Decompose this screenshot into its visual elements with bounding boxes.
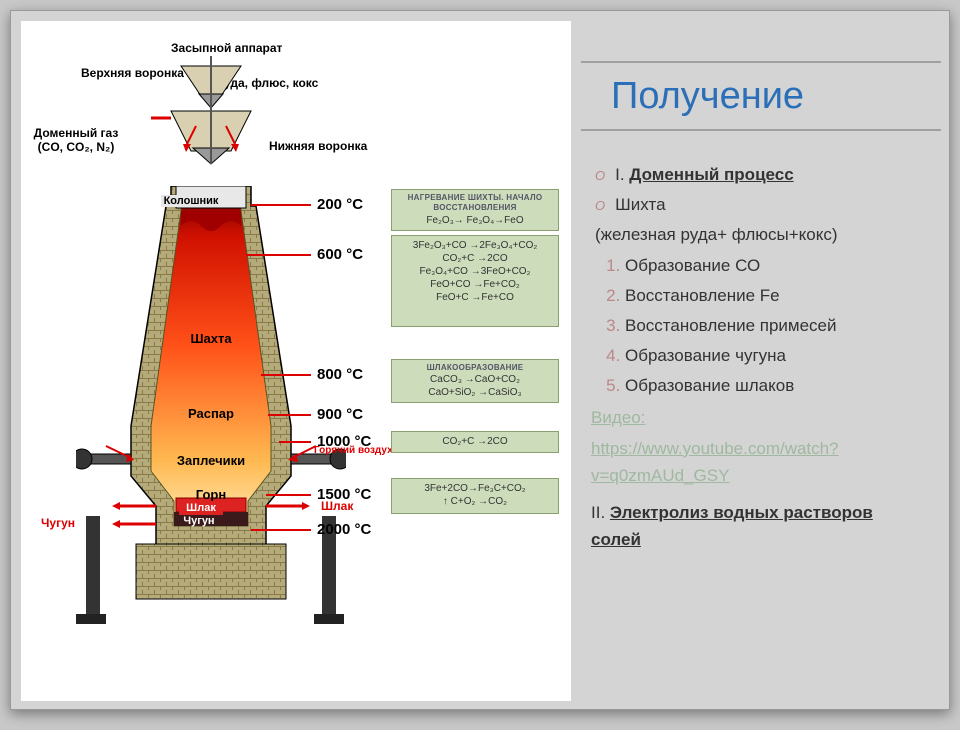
num-4: Образование чугуна bbox=[625, 342, 921, 369]
chembox-4: 3Fe+2CO→Fe₃C+CO₂↑ C+O₂ →CO₂ bbox=[391, 478, 559, 514]
num-2: Восстановление Fe bbox=[625, 282, 921, 309]
chembox-2: ШЛАКООБРАЗОВАНИЕCaCO₃ →CaO+CO₂CaO+SiO₂ →… bbox=[391, 359, 559, 403]
numbered-list: Образование СО Восстановление Fe Восстан… bbox=[591, 252, 921, 400]
label-blast-gas: Доменный газ (CO, CO₂, N₂) bbox=[31, 126, 121, 154]
templine-3 bbox=[268, 414, 311, 416]
num-3: Восстановление примесей bbox=[625, 312, 921, 339]
zone-throat: Колошник bbox=[161, 195, 221, 207]
zone-slag: Шлак bbox=[179, 501, 223, 515]
video-link-url[interactable]: https://www.youtube.com/watch?v=q0zmAUd_… bbox=[591, 435, 921, 489]
templine-2 bbox=[261, 374, 311, 376]
title-bar: Получение bbox=[581, 61, 941, 131]
temp-1: 600 °C bbox=[317, 246, 363, 263]
templine-4 bbox=[279, 441, 311, 443]
label-iron-out: Чугун bbox=[41, 516, 75, 530]
chembox-1: 3Fe₂O₃+CO →2Fe₃O₄+CO₂CO₂+C →2COFe₃O₄+CO … bbox=[391, 235, 559, 327]
templine-5 bbox=[266, 494, 311, 496]
text-panel: Получение I. Доменный процесс Шихта (жел… bbox=[581, 21, 941, 701]
chembox-0: НАГРЕВАНИЕ ШИХТЫ. НАЧАЛО ВОССТАНОВЛЕНИЯF… bbox=[391, 189, 559, 231]
hopper-svg bbox=[151, 56, 271, 196]
temp-2: 800 °C bbox=[317, 366, 363, 383]
diagram-panel: Засыпной аппарат Верхняя воронка Руда, ф… bbox=[21, 21, 571, 701]
templine-6 bbox=[251, 529, 311, 531]
chembox-3: CO₂+C →2CO bbox=[391, 431, 559, 453]
zone-belly: Распар bbox=[161, 406, 261, 421]
temp-4: 1000 °C bbox=[317, 433, 371, 450]
temp-5: 1500 °C bbox=[317, 486, 371, 503]
bullet-list: I. Доменный процесс Шихта bbox=[591, 161, 921, 218]
zone-bosh: Заплечики bbox=[161, 453, 261, 468]
bullet-2: Шихта bbox=[591, 191, 921, 218]
temp-6: 2000 °C bbox=[317, 521, 371, 538]
label-charging: Засыпной аппарат bbox=[171, 41, 282, 55]
zone-hearth: Горн bbox=[161, 487, 261, 502]
slide: Получение I. Доменный процесс Шихта (жел… bbox=[10, 10, 950, 710]
num-1: Образование СО bbox=[625, 252, 921, 279]
content-block: I. Доменный процесс Шихта (железная руда… bbox=[581, 151, 941, 563]
temp-3: 900 °C bbox=[317, 406, 363, 423]
page-title: Получение bbox=[611, 75, 804, 118]
zone-iron: Чугун bbox=[169, 515, 229, 527]
templine-1 bbox=[246, 254, 311, 256]
label-bottom-hopper: Нижняя воронка bbox=[269, 139, 367, 153]
video-link-label[interactable]: Видео: bbox=[591, 404, 921, 431]
paren-text: (железная руда+ флюсы+кокс) bbox=[591, 221, 921, 248]
templine-0 bbox=[251, 204, 311, 206]
section-2: II. Электролиз водных растворов солей bbox=[591, 499, 921, 553]
temp-0: 200 °C bbox=[317, 196, 363, 213]
num-5: Образование шлаков bbox=[625, 372, 921, 399]
zone-shaft: Шахта bbox=[161, 331, 261, 346]
bullet-1: I. Доменный процесс bbox=[591, 161, 921, 188]
